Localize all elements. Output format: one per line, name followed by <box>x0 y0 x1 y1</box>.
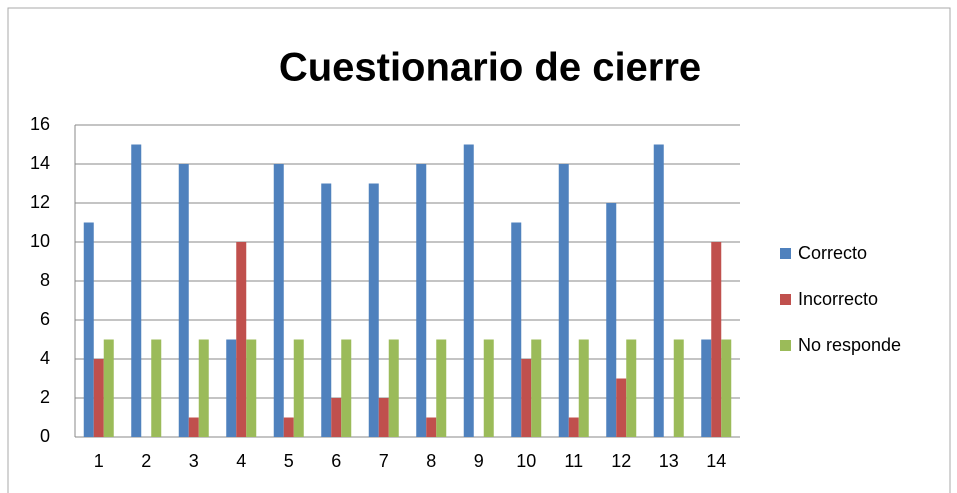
bar <box>273 164 284 437</box>
x-tick-label: 10 <box>516 451 536 471</box>
bar <box>283 417 294 437</box>
y-tick-label: 12 <box>30 192 50 212</box>
legend-swatch <box>780 294 791 305</box>
legend-label: Incorrecto <box>798 289 878 309</box>
x-tick-label: 4 <box>236 451 246 471</box>
bar <box>246 339 257 437</box>
bar <box>511 222 522 437</box>
bar <box>558 164 569 437</box>
bar <box>616 378 627 437</box>
bar <box>426 417 437 437</box>
bar <box>178 164 189 437</box>
bar <box>83 222 94 437</box>
x-tick-label: 5 <box>284 451 294 471</box>
x-tick-label: 7 <box>379 451 389 471</box>
legend-swatch <box>780 248 791 259</box>
y-tick-label: 16 <box>30 114 50 134</box>
bar <box>578 339 589 437</box>
bar <box>378 398 389 437</box>
bar <box>151 339 162 437</box>
bar <box>653 144 664 437</box>
bar <box>531 339 542 437</box>
x-tick-label: 2 <box>141 451 151 471</box>
x-tick-label: 12 <box>611 451 631 471</box>
bar <box>331 398 342 437</box>
bar <box>721 339 732 437</box>
x-tick-label: 14 <box>706 451 726 471</box>
x-tick-label: 13 <box>659 451 679 471</box>
chart-frame <box>7 7 951 493</box>
y-tick-label: 4 <box>40 348 50 368</box>
bar <box>416 164 427 437</box>
y-tick-label: 0 <box>40 426 50 446</box>
bar <box>226 339 237 437</box>
y-tick-label: 2 <box>40 387 50 407</box>
bar <box>701 339 712 437</box>
bar <box>321 183 332 437</box>
x-tick-label: 3 <box>189 451 199 471</box>
bar <box>131 144 142 437</box>
y-tick-label: 10 <box>30 231 50 251</box>
bar <box>341 339 352 437</box>
bar <box>93 359 104 437</box>
x-tick-label: 1 <box>94 451 104 471</box>
x-tick-label: 6 <box>331 451 341 471</box>
bar <box>236 242 247 437</box>
bar <box>568 417 579 437</box>
chart-title: Cuestionario de cierre <box>279 46 701 90</box>
bar <box>521 359 532 437</box>
bar <box>606 203 617 437</box>
x-tick-label: 11 <box>564 451 583 471</box>
bar <box>198 339 209 437</box>
bar <box>103 339 114 437</box>
bar <box>188 417 199 437</box>
bar <box>436 339 447 437</box>
bar <box>463 144 474 437</box>
legend-label: No responde <box>798 335 901 355</box>
bar <box>293 339 304 437</box>
y-tick-label: 14 <box>30 153 50 173</box>
y-tick-label: 8 <box>40 270 50 290</box>
x-tick-label: 9 <box>474 451 484 471</box>
bar <box>368 183 379 437</box>
bar <box>626 339 637 437</box>
bar <box>673 339 684 437</box>
bar <box>483 339 494 437</box>
bar <box>711 242 722 437</box>
legend-swatch <box>780 340 791 351</box>
x-tick-label: 8 <box>426 451 436 471</box>
y-tick-label: 6 <box>40 309 50 329</box>
bar <box>388 339 399 437</box>
legend-label: Correcto <box>798 243 867 263</box>
